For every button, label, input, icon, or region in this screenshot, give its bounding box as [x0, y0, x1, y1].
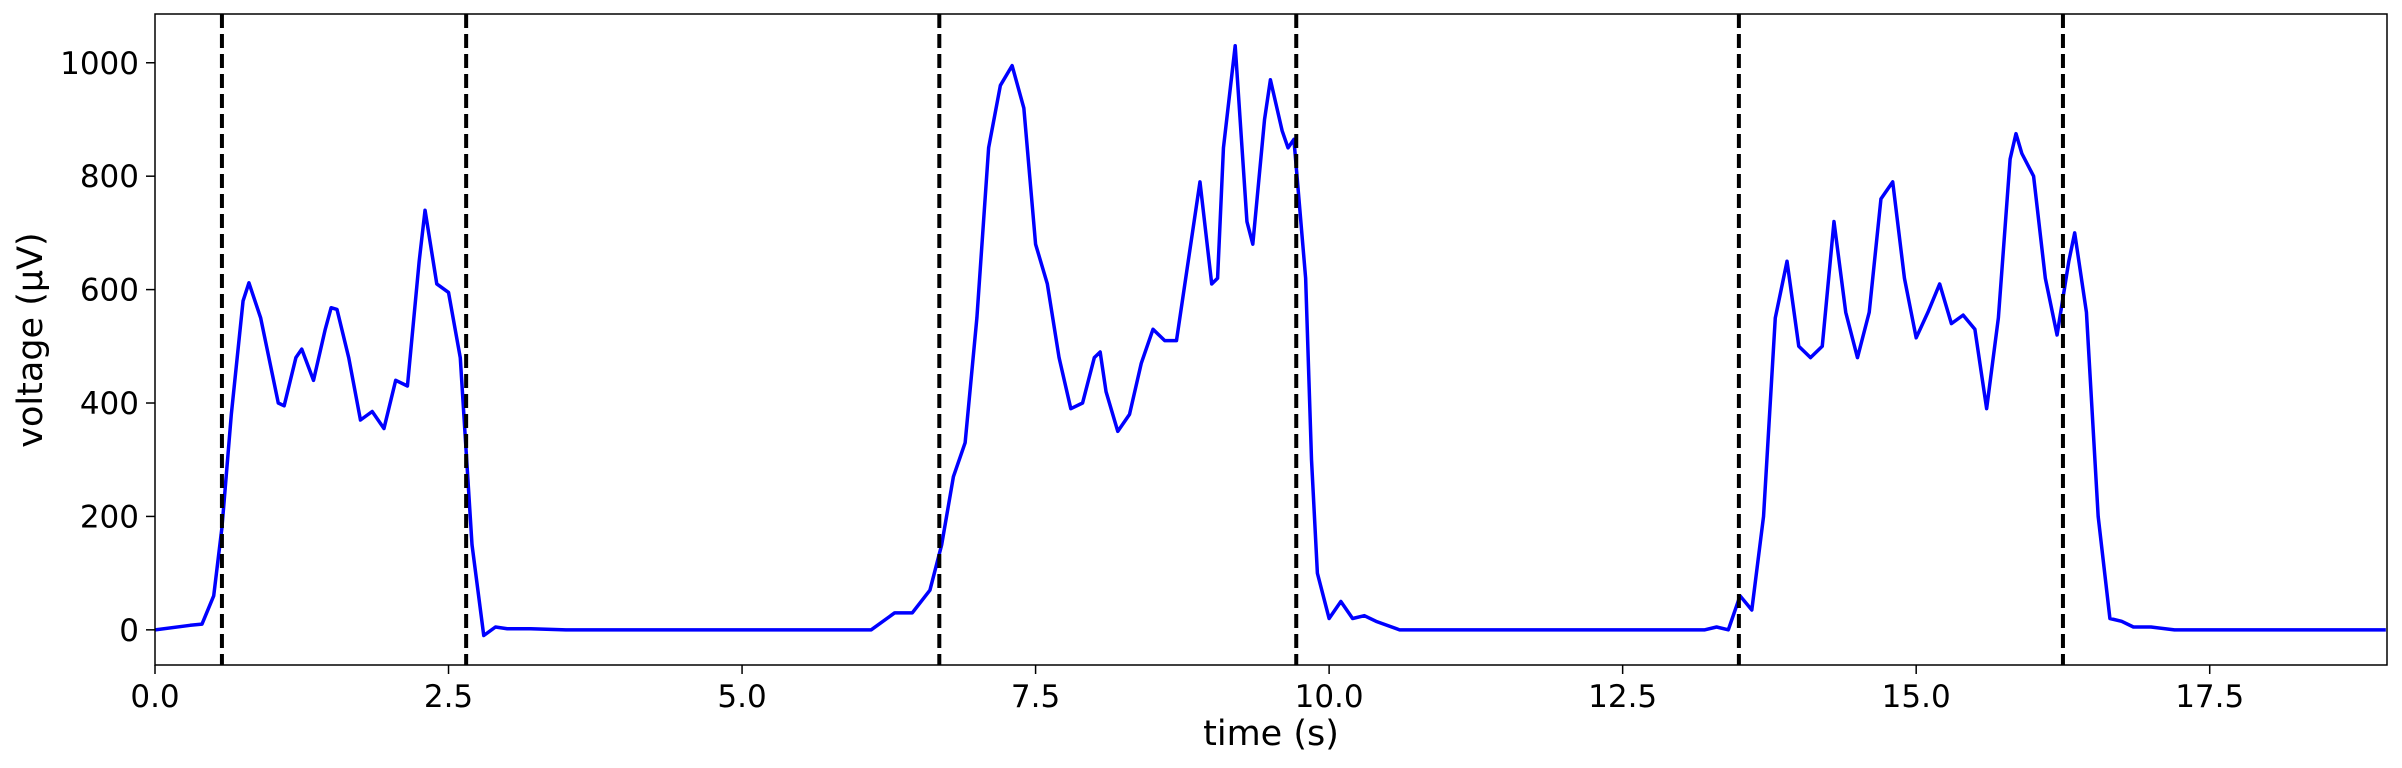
- y-tick-label: 600: [80, 273, 139, 309]
- x-tick-label: 0.0: [130, 679, 179, 715]
- y-axis-label: voltage (μV): [11, 232, 51, 447]
- y-tick-label: 1000: [60, 46, 139, 82]
- y-tick-label: 800: [80, 159, 139, 195]
- x-tick-label: 2.5: [424, 679, 473, 715]
- x-tick-label: 10.0: [1295, 679, 1364, 715]
- y-tick-label: 0: [119, 613, 139, 649]
- y-tick-label: 200: [80, 499, 139, 535]
- x-tick-label: 17.5: [2175, 679, 2244, 715]
- x-tick-label: 15.0: [1882, 679, 1951, 715]
- x-tick-label: 5.0: [717, 679, 766, 715]
- x-tick-label: 12.5: [1588, 679, 1657, 715]
- x-axis-label: time (s): [1203, 714, 1339, 754]
- y-tick-label: 400: [80, 386, 139, 422]
- line: [155, 44, 2386, 638]
- plot-frame: [154, 13, 2388, 666]
- x-tick-label: 7.5: [1011, 679, 1060, 715]
